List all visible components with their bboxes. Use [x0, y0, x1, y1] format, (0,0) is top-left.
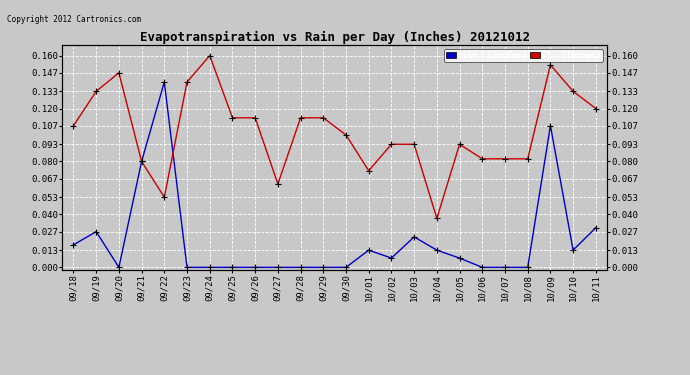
Legend: Rain  (Inches), ET  (Inches): Rain (Inches), ET (Inches) — [444, 49, 603, 62]
Title: Evapotranspiration vs Rain per Day (Inches) 20121012: Evapotranspiration vs Rain per Day (Inch… — [139, 31, 530, 44]
Text: Copyright 2012 Cartronics.com: Copyright 2012 Cartronics.com — [7, 15, 141, 24]
